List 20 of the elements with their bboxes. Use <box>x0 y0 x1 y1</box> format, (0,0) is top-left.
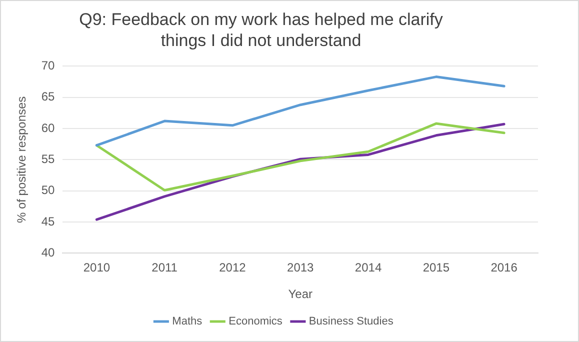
y-tick-label: 55 <box>41 152 56 166</box>
x-tick-label: 2013 <box>287 260 314 275</box>
y-tick-label: 60 <box>41 120 56 135</box>
legend-label: Maths <box>172 316 203 328</box>
y-tick-label: 45 <box>41 214 56 228</box>
chart-title: Q9: Feedback on my work has helped me clarify things I did not understand <box>78 9 444 51</box>
x-tick-label: 2011 <box>152 260 178 275</box>
x-tick-label: 2016 <box>490 260 518 275</box>
y-axis-title: % of positive responses <box>14 96 29 224</box>
x-tick-label: 2015 <box>422 260 450 275</box>
x-tick-label: 2010 <box>83 260 110 275</box>
x-tick-label: 2014 <box>354 260 382 275</box>
y-tick-label: 65 <box>41 90 56 104</box>
legend-label: Economics <box>228 316 283 328</box>
y-tick-label: 50 <box>41 183 56 198</box>
y-tick-label: 40 <box>41 246 56 260</box>
x-axis-title: Year <box>288 287 312 302</box>
x-tick-label: 2012 <box>219 260 246 275</box>
legend-label: Business Studies <box>308 316 394 328</box>
y-tick-label: 70 <box>41 58 56 73</box>
